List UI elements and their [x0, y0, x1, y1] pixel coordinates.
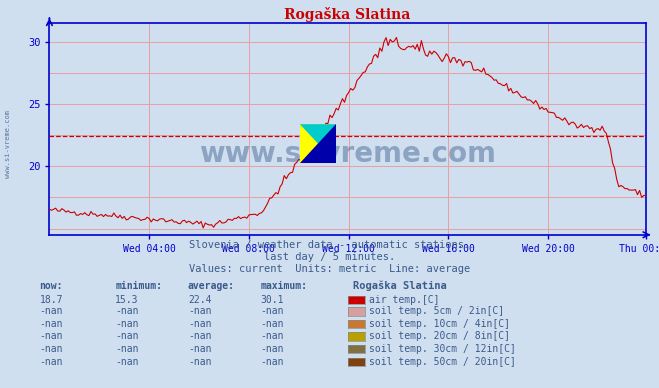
Text: -nan: -nan — [260, 331, 284, 341]
Text: -nan: -nan — [260, 306, 284, 316]
Text: -nan: -nan — [115, 331, 139, 341]
Text: -nan: -nan — [115, 319, 139, 329]
Text: -nan: -nan — [40, 306, 63, 316]
Text: -nan: -nan — [188, 306, 212, 316]
Text: -nan: -nan — [115, 343, 139, 353]
Text: now:: now: — [40, 281, 63, 291]
Text: soil temp. 30cm / 12in[C]: soil temp. 30cm / 12in[C] — [369, 343, 516, 353]
Text: soil temp. 5cm / 2in[C]: soil temp. 5cm / 2in[C] — [369, 306, 504, 316]
Text: last day / 5 minutes.: last day / 5 minutes. — [264, 252, 395, 262]
Text: minimum:: minimum: — [115, 281, 162, 291]
Text: -nan: -nan — [40, 331, 63, 341]
Text: soil temp. 10cm / 4in[C]: soil temp. 10cm / 4in[C] — [369, 319, 510, 329]
Text: Values: current  Units: metric  Line: average: Values: current Units: metric Line: aver… — [189, 263, 470, 274]
Text: 18.7: 18.7 — [40, 294, 63, 305]
Text: www.si-vreme.com: www.si-vreme.com — [199, 140, 496, 168]
Text: average:: average: — [188, 281, 235, 291]
Text: -nan: -nan — [260, 343, 284, 353]
Text: 30.1: 30.1 — [260, 294, 284, 305]
Text: -nan: -nan — [260, 319, 284, 329]
Text: Rogaška Slatina: Rogaška Slatina — [353, 281, 446, 291]
Text: -nan: -nan — [188, 319, 212, 329]
Text: -nan: -nan — [115, 357, 139, 367]
Text: -nan: -nan — [188, 357, 212, 367]
Text: -nan: -nan — [40, 357, 63, 367]
Text: soil temp. 50cm / 20in[C]: soil temp. 50cm / 20in[C] — [369, 357, 516, 367]
Text: www.si-vreme.com: www.si-vreme.com — [5, 109, 11, 178]
Text: -nan: -nan — [188, 331, 212, 341]
Text: 15.3: 15.3 — [115, 294, 139, 305]
Text: -nan: -nan — [40, 343, 63, 353]
Text: -nan: -nan — [260, 357, 284, 367]
Text: 22.4: 22.4 — [188, 294, 212, 305]
Text: air temp.[C]: air temp.[C] — [369, 294, 440, 305]
Polygon shape — [300, 124, 336, 163]
Text: maximum:: maximum: — [260, 281, 307, 291]
Text: soil temp. 20cm / 8in[C]: soil temp. 20cm / 8in[C] — [369, 331, 510, 341]
Polygon shape — [300, 124, 336, 163]
Text: -nan: -nan — [188, 343, 212, 353]
Text: -nan: -nan — [115, 306, 139, 316]
Title: Rogaška Slatina: Rogaška Slatina — [285, 7, 411, 22]
Text: Slovenia / weather data - automatic stations.: Slovenia / weather data - automatic stat… — [189, 240, 470, 250]
Text: -nan: -nan — [40, 319, 63, 329]
